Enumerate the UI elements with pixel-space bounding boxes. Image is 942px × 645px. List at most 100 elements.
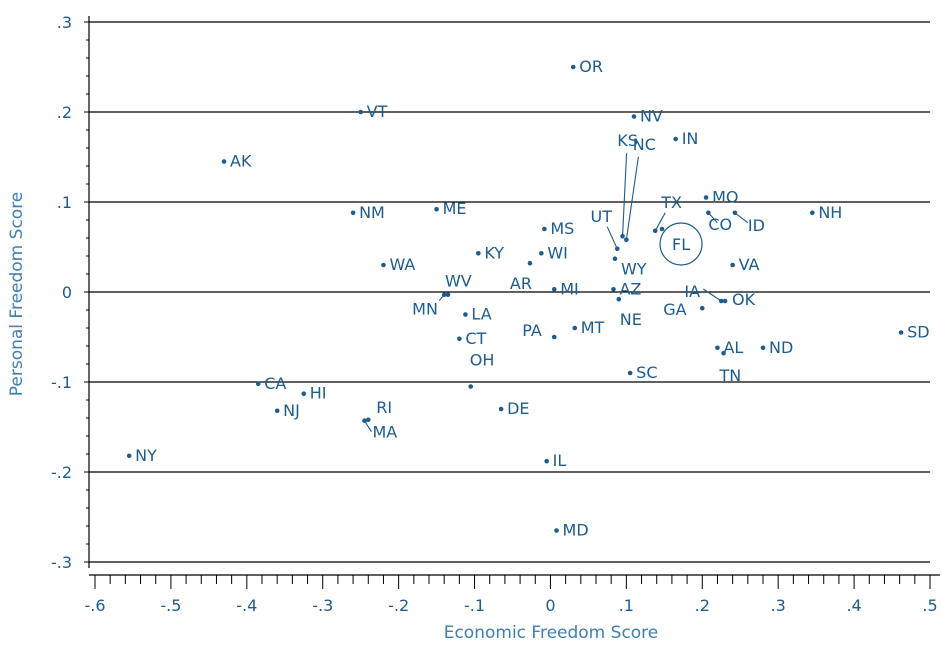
- x-tick-label: -.3: [312, 596, 333, 615]
- label-id: ID: [748, 216, 765, 235]
- label-tn: TN: [719, 366, 742, 385]
- label-sd: SD: [907, 323, 929, 342]
- label-ne: NE: [620, 310, 642, 329]
- point-or: [570, 64, 576, 70]
- gridlines: [89, 21, 930, 563]
- y-tick-label: .1: [57, 193, 72, 212]
- point-wi: [539, 251, 544, 256]
- label-tx: TX: [660, 193, 682, 212]
- point-pa: [551, 334, 557, 340]
- axes: [84, 16, 940, 589]
- label-me: ME: [443, 199, 467, 218]
- label-wy: WY: [621, 260, 647, 279]
- label-ky: KY: [484, 243, 504, 262]
- tick-labels: -.6 -.5 -.4 -.3 -.2 -.1 0 .1 .2 .3 .4 .5 -.3 -.2 -.1 0.…: [51, 13, 938, 615]
- leader-ut: [606, 226, 618, 250]
- point-tn: [721, 350, 726, 356]
- label-ms: MS: [550, 219, 574, 238]
- point-az: [611, 287, 616, 292]
- point-hi: [301, 391, 307, 397]
- point-de: [498, 406, 504, 412]
- label-mt: MT: [581, 318, 605, 337]
- label-oh: OH: [470, 351, 495, 370]
- point-ky: [476, 251, 481, 256]
- y-tick-label: 0: [62, 283, 72, 302]
- label-ia: IA: [684, 282, 700, 301]
- label-ut: UT: [591, 207, 613, 226]
- label-la: LA: [471, 305, 491, 324]
- point-oh: [468, 384, 474, 389]
- label-nm: NM: [359, 203, 385, 222]
- label-vt: VT: [367, 102, 388, 121]
- leader-mn: [438, 294, 445, 302]
- x-tick-label: .1: [619, 596, 634, 615]
- label-sc: SC: [636, 363, 657, 382]
- label-wv: WV: [445, 272, 472, 291]
- label-nj: NJ: [283, 401, 300, 420]
- point-in: [673, 136, 679, 142]
- x-tick-label: .4: [846, 596, 861, 615]
- point-ri: [365, 417, 371, 423]
- point-nj: [274, 408, 280, 414]
- point-va: [730, 262, 735, 268]
- label-ak: AK: [230, 152, 252, 171]
- leader-nc: [625, 156, 639, 240]
- label-az: AZ: [619, 279, 641, 298]
- point-al: [715, 345, 720, 351]
- label-ny: NY: [135, 446, 157, 465]
- x-tick-label: .2: [695, 596, 710, 615]
- point-nv: [631, 114, 637, 119]
- label-in: IN: [682, 129, 699, 148]
- label-ok: OK: [732, 290, 756, 309]
- label-al: AL: [723, 338, 743, 357]
- x-tick-label: .5: [922, 596, 937, 615]
- label-ri: RI: [376, 398, 392, 417]
- y-tick-label: -.1: [51, 373, 72, 392]
- point-ak: [221, 159, 227, 164]
- point-ne: [616, 296, 622, 302]
- point-vt: [358, 109, 363, 115]
- leader-id: [734, 212, 749, 224]
- point-md: [554, 528, 559, 533]
- y-tick-label: .2: [57, 103, 72, 122]
- label-va: VA: [739, 255, 760, 274]
- x-tick-label: -.1: [464, 596, 485, 615]
- label-mi: MI: [560, 279, 579, 298]
- y-tick-label: -.2: [51, 463, 72, 482]
- point-sc: [627, 370, 633, 376]
- x-tick-label: -.6: [84, 596, 105, 615]
- label-fl: FL: [672, 235, 690, 254]
- x-tick-label: -.2: [388, 596, 409, 615]
- x-tick-label: -.5: [160, 596, 181, 615]
- y-axis-title: Personal Freedom Score: [7, 192, 27, 397]
- label-nd: ND: [769, 338, 793, 357]
- point-ny: [126, 453, 132, 459]
- point-nh: [810, 210, 815, 216]
- y-tick-label: .3: [57, 13, 72, 32]
- label-mo: MO: [712, 188, 738, 207]
- label-ar: AR: [510, 274, 532, 293]
- label-md: MD: [563, 521, 589, 540]
- label-pa: PA: [522, 321, 542, 340]
- point-wa: [381, 262, 386, 268]
- label-nh: NH: [818, 203, 842, 222]
- point-wy: [612, 256, 618, 262]
- label-ga: GA: [663, 300, 686, 319]
- point-ga: [699, 305, 705, 311]
- x-tick-label: 0: [545, 596, 555, 615]
- point-ar: [527, 260, 533, 266]
- label-il: IL: [553, 451, 567, 470]
- leader-co: [707, 212, 718, 224]
- point-wv: [445, 292, 451, 298]
- point-me: [434, 206, 439, 212]
- point-sd: [898, 330, 904, 335]
- label-co: CO: [708, 215, 732, 234]
- point-la: [463, 312, 468, 317]
- label-ca: CA: [264, 374, 286, 393]
- leader-ma: [364, 420, 372, 432]
- point-il: [544, 458, 549, 464]
- label-wa: WA: [389, 255, 415, 274]
- highlight-ring: [659, 222, 703, 266]
